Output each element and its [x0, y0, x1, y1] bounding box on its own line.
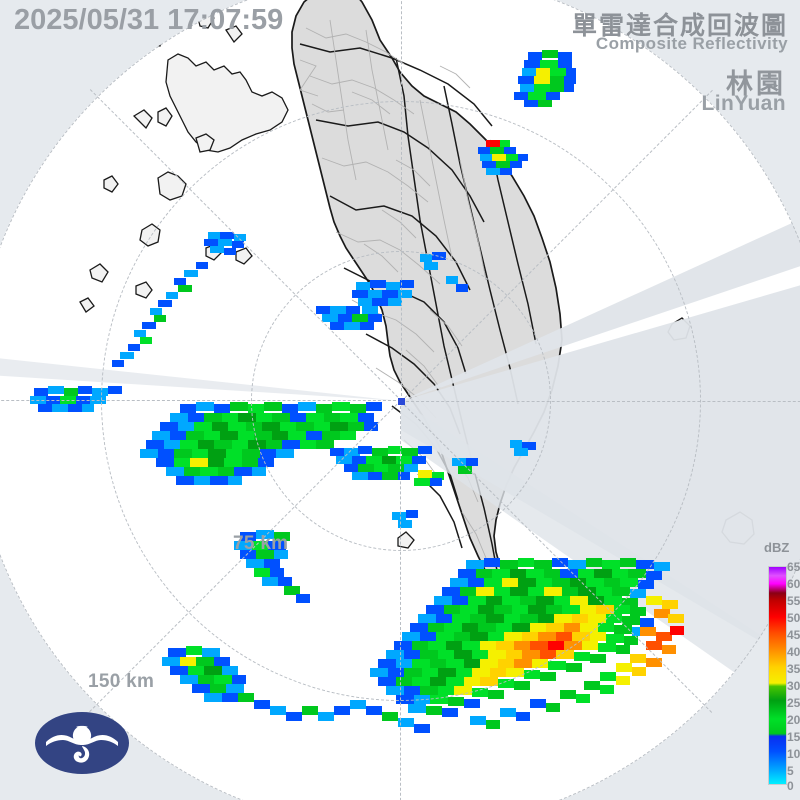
logo-wind-swirl: [46, 725, 118, 763]
echo-band-northwest: [112, 232, 246, 367]
dbz-scale-title: dBZ: [764, 540, 790, 555]
dbz-tick: 55: [787, 594, 800, 608]
dbz-tick: 15: [787, 730, 800, 744]
dbz-color-bar: [768, 566, 787, 785]
station-name-zh: 林園: [726, 69, 786, 99]
range-ring-label-150km: 150 km: [88, 671, 155, 692]
dbz-tick: 45: [787, 628, 800, 642]
dbz-scale-ticks: 65 60 55 50 45 40 35 30 25 20 15 10 5 0: [787, 560, 800, 793]
dbz-tick: 5: [787, 764, 794, 778]
product-title-zh: 單雷達合成回波圖: [571, 12, 788, 40]
dbz-tick: 40: [787, 645, 800, 659]
echo-mass-southeast: [370, 558, 684, 729]
dbz-tick: 10: [787, 747, 800, 761]
echo-cluster-inland-core: [478, 140, 528, 175]
echo-cluster-northeast: [514, 50, 576, 107]
dbz-color-scale: dBZ 65 60 55 50 45 40 35 30 25 20 15 10 …: [764, 540, 800, 793]
timestamp-label: 2025/05/31 17:07:59: [14, 4, 284, 36]
dbz-tick: 35: [787, 662, 800, 676]
echo-cluster-coastal: [316, 252, 468, 330]
echo-band-west-main: [140, 402, 382, 485]
station-name-en: LinYuan: [701, 92, 786, 115]
range-ring-label-75km: 75 km: [233, 533, 289, 554]
dbz-tick: 20: [787, 713, 800, 727]
product-title-en: Composite Reflectivity: [595, 34, 788, 53]
radar-site-marker: [398, 398, 405, 405]
dbz-tick: 25: [787, 696, 800, 710]
dbz-tick: 65: [787, 560, 800, 574]
cwa-logo: [34, 706, 130, 780]
dbz-tick: 0: [787, 779, 794, 793]
echo-cluster-midsouth: [330, 440, 536, 528]
echo-patch-west: [30, 386, 122, 412]
penghu-islands: [79, 11, 289, 313]
echo-cluster-southwest: [162, 530, 430, 733]
dbz-tick: 50: [787, 611, 800, 625]
dbz-tick: 60: [787, 577, 800, 591]
dbz-tick: 30: [787, 679, 800, 693]
